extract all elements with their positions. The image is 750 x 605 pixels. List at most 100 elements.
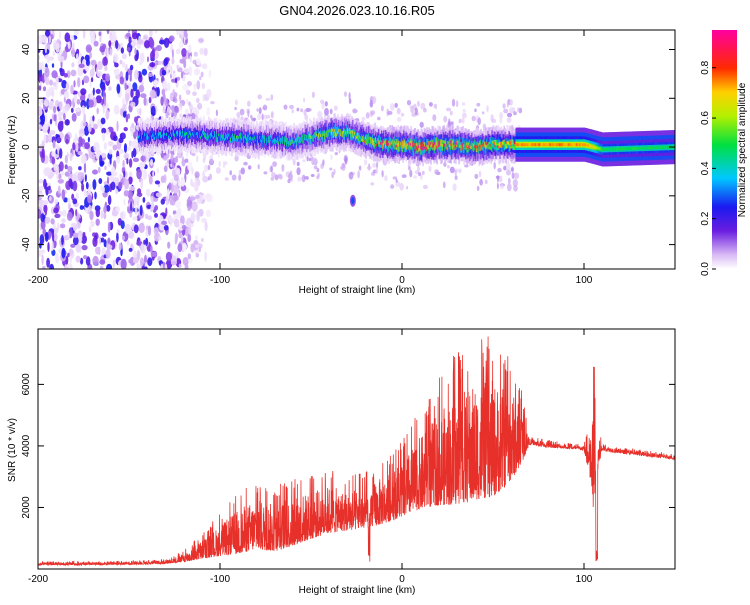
heatmap-ridge-cell <box>303 138 305 145</box>
heatmap-ridge-cell <box>163 135 165 139</box>
heatmap-ridge-cell <box>361 134 363 141</box>
heatmap-speckle <box>185 89 191 95</box>
heatmap-ridge-cell <box>324 130 326 134</box>
heatmap-halo <box>270 94 274 101</box>
heatmap-ridge-cell <box>376 140 378 147</box>
heatmap-ridge-cell <box>349 127 351 134</box>
heatmap-halo <box>419 121 424 128</box>
heatmap-ridge-cell <box>273 134 275 141</box>
heatmap-speckle <box>107 244 113 250</box>
heatmap-speckle <box>40 249 46 254</box>
heatmap-ridge-cell <box>235 135 237 141</box>
heatmap-ridge-cell <box>315 135 317 139</box>
heatmap-halo <box>484 179 488 185</box>
heatmap-halo <box>296 161 300 167</box>
heatmap-speckle <box>83 113 86 124</box>
heatmap-ridge-cell <box>570 143 572 147</box>
heatmap-ridge-cell <box>401 145 403 148</box>
heatmap-ridge-cell <box>362 135 364 142</box>
heatmap-ridge-cell <box>344 131 346 134</box>
heatmap-speckle <box>109 48 113 56</box>
heatmap-ridge-cell <box>650 146 652 150</box>
heatmap-speckle <box>123 127 128 132</box>
heatmap-speckle <box>196 80 201 90</box>
heatmap-speckle <box>203 47 208 57</box>
heatmap-ridge-cell <box>320 134 322 137</box>
heatmap-ridge-cell <box>319 134 321 141</box>
heatmap-ridge-cell <box>332 128 334 132</box>
heatmap-ridge-cell <box>264 135 266 139</box>
heatmap-speckle <box>191 182 196 187</box>
heatmap-speckle <box>51 151 56 157</box>
heatmap-ridge-cell <box>227 132 229 138</box>
heatmap-ridge-cell <box>514 141 516 144</box>
heatmap-speckle <box>49 263 55 269</box>
heatmap-ridge-cell <box>203 134 205 141</box>
heatmap-ridge-cell <box>198 135 200 139</box>
heatmap-halo <box>265 97 271 101</box>
heatmap-ridge-cell <box>659 146 661 149</box>
heatmap-halo <box>173 174 179 181</box>
heatmap-ridge-cell <box>507 140 509 147</box>
heatmap-halo <box>377 116 381 121</box>
heatmap-ridge-cell <box>294 140 296 144</box>
heatmap-speckle <box>187 161 193 172</box>
heatmap-ridge-cell <box>330 129 332 136</box>
heatmap-ridge-cell <box>364 140 366 144</box>
heatmap-ridge-cell <box>207 134 209 141</box>
heatmap-speckle <box>122 111 127 118</box>
heatmap-speckle <box>142 197 146 203</box>
heatmap-speckle <box>96 70 103 78</box>
heatmap-ridge-cell <box>170 134 172 137</box>
heatmap-ridge-cell <box>145 135 147 139</box>
heatmap-ridge-cell <box>470 145 472 149</box>
heatmap-halo <box>406 100 412 106</box>
heatmap-ridge-cell <box>635 146 637 150</box>
heatmap-ridge-cell <box>166 132 168 136</box>
heatmap-speckle <box>195 253 199 258</box>
heatmap-ridge-cell <box>335 131 337 138</box>
heatmap-speckle <box>92 179 97 190</box>
heatmap-ridge-cell <box>397 141 399 153</box>
heatmap-speckle <box>42 86 47 92</box>
heatmap-halo <box>257 164 260 170</box>
heatmap-ridge-cell <box>586 143 588 147</box>
heatmap-ridge-cell <box>388 142 390 146</box>
heatmap-ridge-cell <box>592 145 594 149</box>
heatmap-speckle <box>167 241 171 249</box>
heatmap-speckle <box>122 97 125 107</box>
heatmap-speckle <box>92 115 95 122</box>
heatmap-speckle <box>148 72 153 78</box>
heatmap-ridge-cell <box>408 142 410 146</box>
heatmap-speckle <box>177 48 181 53</box>
heatmap-halo <box>288 172 293 181</box>
heatmap-ridge-cell <box>354 131 356 142</box>
heatmap-ridge-cell <box>189 131 191 137</box>
heatmap-ridge-cell <box>404 143 406 147</box>
heatmap-ridge-cell <box>598 147 600 150</box>
heatmap-ridge-cell <box>138 136 140 143</box>
heatmap-ridge-cell <box>444 143 446 147</box>
heatmap-ridge-cell <box>304 134 306 141</box>
heatmap-ridge-cell <box>331 131 333 135</box>
heatmap-speckle <box>129 70 132 82</box>
heatmap-ridge-cell <box>639 146 641 150</box>
heatmap-speckle <box>180 184 187 192</box>
heatmap-halo <box>517 107 520 113</box>
heatmap-speckle <box>83 75 90 84</box>
heatmap-ridge-cell <box>394 140 396 144</box>
heatmap-ridge-cell <box>405 143 407 150</box>
heatmap-ridge-cell <box>562 143 564 147</box>
heatmap-halo <box>261 113 264 121</box>
heatmap-speckle <box>178 189 181 198</box>
spectrogram-heatmap <box>38 30 675 269</box>
heatmap-ridge-cell <box>658 146 660 149</box>
heatmap-ridge-cell <box>144 133 146 144</box>
heatmap-halo <box>449 110 453 116</box>
heatmap-ridge-cell <box>624 147 626 151</box>
heatmap-halo <box>366 165 372 170</box>
heatmap-ridge-cell <box>339 130 341 137</box>
heatmap-ridge-cell <box>408 143 410 150</box>
heatmap-speckle <box>126 146 132 151</box>
